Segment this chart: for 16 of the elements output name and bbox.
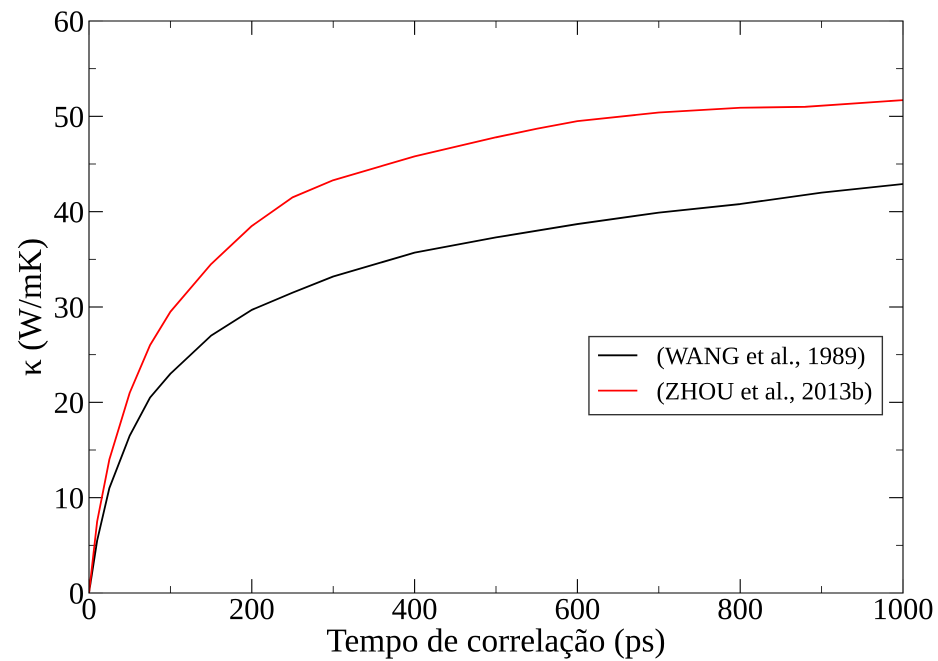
legend-label: (ZHOU et al., 2013b): [658, 382, 872, 405]
y-tick-label: 10: [56, 488, 83, 509]
x-tick-label: 800: [718, 598, 762, 620]
y-tick-label: 0: [70, 583, 83, 604]
y-tick-label: 40: [54, 202, 83, 223]
x-axis-title: Tempo de correlação (ps): [327, 628, 664, 659]
x-tick-label: 400: [392, 598, 436, 620]
y-tick-label: 30: [55, 297, 83, 318]
x-tick-label: 1000: [875, 598, 932, 620]
x-tick-label: 200: [230, 598, 274, 620]
y-tick-label: 50: [55, 106, 83, 128]
y-axis-title: κ (W/mK): [18, 239, 48, 376]
y-tick-label: 60: [54, 11, 83, 32]
y-tick-label: 20: [54, 392, 83, 414]
x-tick-label: 600: [556, 598, 600, 620]
legend-label: (WANG et al., 1989): [658, 346, 864, 370]
